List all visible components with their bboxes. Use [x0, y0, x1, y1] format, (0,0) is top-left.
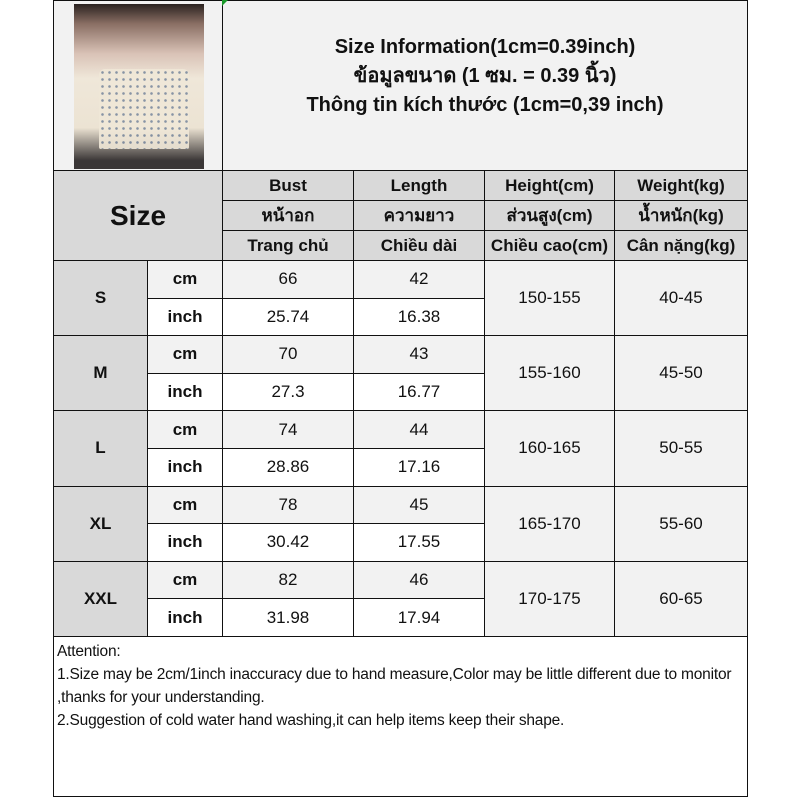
length-inch: 16.38 — [353, 297, 485, 337]
size-row-cm: XXL cm 82 46 170-175 60-65 — [53, 560, 749, 637]
col-header-height-en: Height(cm) — [484, 170, 615, 201]
title-en: Size Information(1cm=0.39inch) — [334, 36, 636, 58]
cell-marker-icon — [222, 0, 228, 6]
col-header-weight-en: Weight(kg) — [613, 170, 749, 201]
product-photo-cell — [53, 0, 223, 171]
unit-inch: inch — [147, 372, 223, 412]
height-range: 155-160 — [484, 335, 615, 412]
col-header-weight-vi: Cân nặng(kg) — [613, 230, 749, 261]
unit-inch: inch — [147, 447, 223, 487]
unit-cm: cm — [147, 560, 223, 600]
length-inch: 17.94 — [353, 598, 485, 637]
length-inch: 17.16 — [353, 447, 485, 487]
size-row-inch: inch 30.42 17.55 — [54, 523, 748, 562]
height-range: 170-175 — [484, 560, 615, 637]
size-name: XL — [53, 485, 148, 562]
attention-line: Attention: — [57, 642, 121, 660]
size-row-inch: inch 28.86 17.16 — [54, 447, 748, 487]
bust-cm: 82 — [222, 560, 354, 600]
bust-cm: 70 — [222, 335, 354, 374]
size-row-inch: inch 25.74 16.38 — [54, 297, 748, 337]
size-row-inch: inch 31.98 17.94 — [54, 598, 748, 637]
col-header-bust-th: หน้าอก — [222, 200, 354, 231]
col-header-height-th: ส่วนสูง(cm) — [484, 200, 615, 231]
size-name: M — [53, 335, 148, 412]
size-name: L — [53, 410, 148, 487]
col-header-bust-vi: Trang chủ — [222, 230, 354, 261]
weight-range: 40-45 — [613, 259, 749, 337]
length-cm: 43 — [353, 335, 485, 374]
unit-inch: inch — [147, 598, 223, 637]
unit-cm: cm — [147, 410, 223, 449]
unit-cm: cm — [147, 260, 223, 299]
col-header-length-vi: Chiều dài — [353, 230, 485, 261]
height-range: 150-155 — [484, 259, 615, 337]
length-cm: 45 — [353, 485, 485, 525]
col-header-height-vi: Chiều cao(cm) — [484, 230, 615, 261]
bust-inch: 27.3 — [222, 372, 354, 412]
title-vi: Thông tin kích thước (1cm=0,39 inch) — [306, 94, 664, 116]
col-header-weight-th: น้ำหนัก(kg) — [613, 200, 749, 231]
bust-cm: 78 — [222, 485, 354, 525]
attention-notes: Attention: 1.Size may be 2cm/1inch inaccu… — [52, 635, 749, 797]
col-header-length-th: ความยาว — [353, 200, 485, 231]
bust-inch: 25.74 — [222, 297, 354, 337]
size-name: XXL — [53, 560, 148, 637]
bust-cm: 74 — [222, 410, 354, 449]
product-photo — [74, 4, 204, 169]
weight-range: 60-65 — [613, 560, 749, 637]
size-row-inch: inch 27.3 16.77 — [54, 372, 748, 412]
title-th: ข้อมูลขนาด (1 ซม. = 0.39 นิ้ว) — [353, 65, 617, 87]
bust-cm: 66 — [222, 260, 354, 299]
length-inch: 16.77 — [353, 372, 485, 412]
height-range: 165-170 — [484, 485, 615, 562]
attention-line: 2.Suggestion of cold water hand washing,… — [57, 711, 565, 729]
weight-range: 50-55 — [613, 410, 749, 487]
length-cm: 42 — [353, 260, 485, 299]
length-cm: 44 — [353, 410, 485, 449]
col-header-bust-en: Bust — [222, 170, 354, 201]
bust-inch: 28.86 — [222, 447, 354, 487]
bust-inch: 31.98 — [222, 598, 354, 637]
col-header-length-en: Length — [353, 170, 485, 201]
unit-inch: inch — [147, 523, 223, 562]
height-range: 160-165 — [484, 410, 615, 487]
length-inch: 17.55 — [353, 523, 485, 562]
size-name: S — [53, 259, 148, 337]
size-row-cm: XL cm 78 45 165-170 55-60 — [53, 485, 749, 562]
weight-range: 45-50 — [613, 335, 749, 412]
size-information-title: Size Information(1cm=0.39inch) ข้อมูลขนา… — [221, 0, 749, 171]
unit-cm: cm — [147, 335, 223, 374]
bust-inch: 30.42 — [222, 523, 354, 562]
weight-range: 55-60 — [613, 485, 749, 562]
attention-line: 1.Size may be 2cm/1inch inaccuracy due t… — [57, 665, 732, 706]
unit-cm: cm — [147, 485, 223, 525]
size-chart-table: Size Information(1cm=0.39inch) ข้อมูลขนา… — [52, 0, 749, 797]
size-header: Size — [53, 170, 223, 261]
attention-row: Attention: 1.Size may be 2cm/1inch inaccu… — [52, 635, 749, 797]
length-cm: 46 — [353, 560, 485, 600]
unit-inch: inch — [147, 297, 223, 337]
